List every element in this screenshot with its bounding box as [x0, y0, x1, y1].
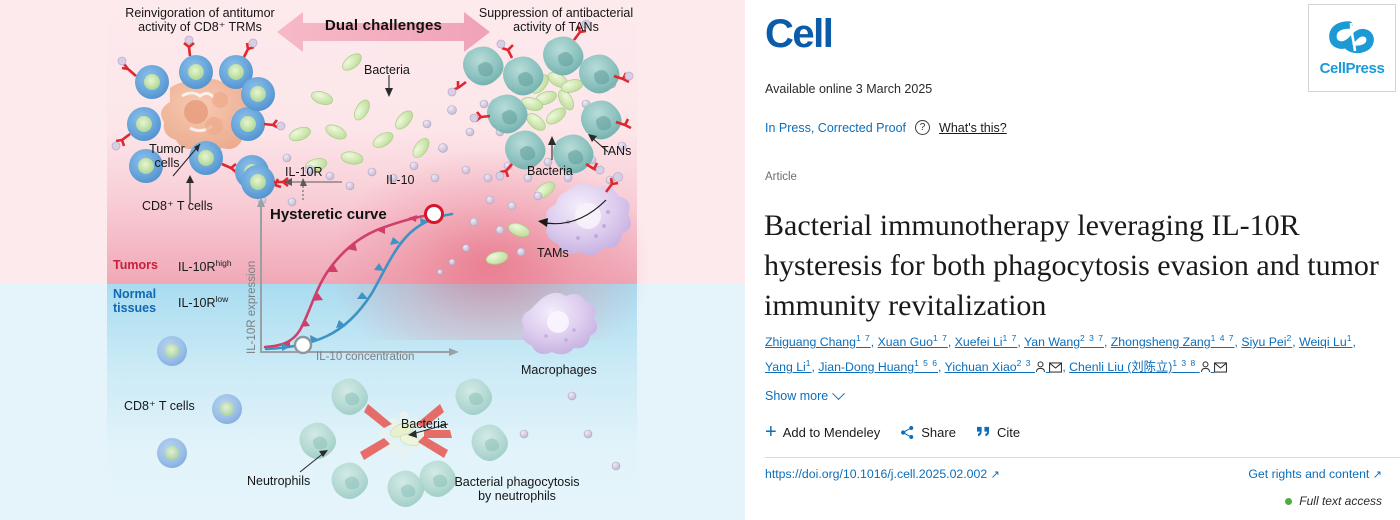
article-metadata-panel: Cell Available online 3 March 2025 In Pr… — [745, 0, 1400, 520]
status-badge: Full text access — [1299, 494, 1382, 508]
macrophage-normal — [522, 292, 598, 355]
label-macrophages: Macrophages — [521, 363, 597, 377]
author-link[interactable]: Chenli Liu (刘陈立)1 3 8 — [1069, 358, 1228, 374]
access-status: Full text access — [1285, 494, 1382, 508]
article-action-bar: + Add to Mendeley Share Cite — [765, 421, 1020, 443]
doi-link[interactable]: https://doi.org/10.1016/j.cell.2025.02.0… — [765, 467, 1000, 481]
hysteretic-curve-chart — [257, 197, 459, 356]
cite-label: Cite — [996, 425, 1021, 440]
share-button[interactable]: Share — [900, 425, 956, 440]
label-bacteria-top: Bacteria — [364, 63, 410, 77]
band-label-normal: Normal tissues — [113, 287, 157, 315]
author-separator: , — [947, 335, 955, 350]
press-status-row: In Press, Corrected Proof ? What's this? — [765, 120, 1007, 135]
add-to-mendeley-label: Add to Mendeley — [782, 425, 881, 440]
doi-text: https://doi.org/10.1016/j.cell.2025.02.0… — [765, 467, 988, 481]
label-cd8-t-cells-top: CD8⁺ T cells — [142, 199, 213, 213]
corresponding-author-icon — [1035, 361, 1045, 373]
author-separator: , — [1062, 360, 1070, 375]
tam-cell — [538, 172, 631, 256]
author-separator: , — [1352, 335, 1356, 350]
author-separator: , — [1234, 335, 1242, 350]
chart-title: Hysteretic curve — [270, 206, 387, 223]
cd8-t-cells-bottom — [157, 336, 242, 468]
leader-tumor-cells — [172, 143, 201, 177]
author-link[interactable]: Xuefei Li1 7 — [954, 333, 1018, 350]
get-rights-link[interactable]: Get rights and content ↗ — [1248, 467, 1382, 481]
author-link[interactable]: Yichuan Xiao2 3 — [945, 358, 1063, 374]
author-link[interactable]: Xuan Guo1 7 — [877, 333, 948, 350]
external-link-icon: ↗ — [1372, 469, 1382, 481]
author-separator: , — [1292, 335, 1300, 350]
cellpress-logo[interactable]: CellPress — [1308, 4, 1396, 92]
cell-journal-logo[interactable]: Cell — [765, 12, 834, 56]
dual-challenges-label: Dual challenges — [324, 17, 443, 34]
get-rights-text: Get rights and content — [1248, 467, 1370, 481]
email-icon — [1214, 362, 1228, 373]
press-status-label[interactable]: In Press, Corrected Proof — [765, 120, 907, 135]
label-bacteria-tans: Bacteria — [527, 164, 573, 178]
share-icon — [901, 426, 914, 439]
help-icon[interactable]: ? — [915, 120, 931, 135]
header-left-text: Reinvigoration of antitumor activity of … — [125, 6, 275, 34]
show-more-button[interactable]: Show more — [765, 386, 846, 403]
label-tans: TANs — [601, 144, 632, 158]
label-cd8-t-cells-bottom: CD8⁺ T cells — [124, 399, 195, 413]
header-right-text: Suppression of antibacterial activity of… — [478, 6, 634, 34]
author-separator: , — [1103, 335, 1111, 350]
divider — [765, 457, 1400, 458]
label-tams: TAMs — [537, 246, 569, 260]
plus-icon: + — [765, 421, 777, 443]
ga-illustration — [111, 12, 634, 508]
graphical-abstract: Reinvigoration of antitumor activity of … — [0, 0, 745, 520]
high-state-node — [424, 204, 444, 224]
author-link[interactable]: Jian-Dong Huang1 5 6 — [818, 358, 938, 375]
quote-icon — [976, 426, 990, 437]
external-link-icon: ↗ — [990, 469, 1000, 481]
cellpress-mark-icon — [1329, 21, 1374, 54]
tans-cluster — [447, 19, 634, 181]
author-separator: , — [870, 335, 878, 350]
chevron-down-icon — [832, 386, 846, 400]
author-link[interactable]: Siyu Pei2 — [1241, 333, 1293, 350]
author-separator: , — [1017, 335, 1024, 350]
page-title: Bacterial immunotherapy leveraging IL-10… — [764, 209, 1379, 323]
show-more-label: Show more — [765, 389, 829, 403]
whats-this-link[interactable]: What's this? — [939, 120, 1007, 135]
label-phagocytosis: Bacterial phagocytosis by neutrophils — [454, 475, 580, 503]
band-state-tumors: IL-10Rhigh — [178, 258, 232, 275]
author-link[interactable]: Yang Li1 — [765, 358, 812, 375]
corresponding-author-icon — [1200, 361, 1210, 373]
chart-x-axis-label: IL-10 concentration — [316, 351, 415, 363]
status-dot-icon — [1285, 497, 1293, 505]
article-type-kicker: Article — [765, 171, 797, 183]
author-link[interactable]: Zhongsheng Zang1 4 7 — [1110, 333, 1235, 350]
cite-button[interactable]: Cite — [976, 425, 1020, 440]
label-tumor-cells: Tumor cells — [149, 142, 185, 170]
band-label-tumors: Tumors — [113, 258, 158, 272]
low-state-node — [293, 335, 313, 355]
author-separator: , — [811, 360, 819, 375]
author-link[interactable]: Zhiguang Chang1 7 — [765, 333, 871, 350]
email-icon — [1049, 362, 1063, 373]
label-il10r: IL-10R — [285, 165, 323, 179]
author-link[interactable]: Yan Wang2 3 7 — [1023, 333, 1104, 350]
share-label: Share — [921, 425, 956, 440]
neutrophil-phagocytosis — [299, 378, 509, 508]
author-separator: , — [938, 360, 945, 375]
label-neutrophils: Neutrophils — [247, 474, 311, 488]
available-online-date: Available online 3 March 2025 — [765, 82, 933, 96]
author-list: Zhiguang Chang1 7, Xuan Guo1 7, Xuefei L… — [765, 328, 1400, 378]
label-bacteria-bottom: Bacteria — [401, 417, 447, 431]
label-il10: IL-10 — [386, 173, 415, 187]
dual-challenges-arrow — [277, 12, 490, 52]
add-to-mendeley-button[interactable]: + Add to Mendeley — [765, 421, 881, 443]
author-link[interactable]: Weiqi Lu1 — [1299, 333, 1353, 350]
band-state-normal: IL-10Rlow — [178, 294, 229, 311]
cellpress-wordmark: CellPress — [1319, 60, 1385, 77]
